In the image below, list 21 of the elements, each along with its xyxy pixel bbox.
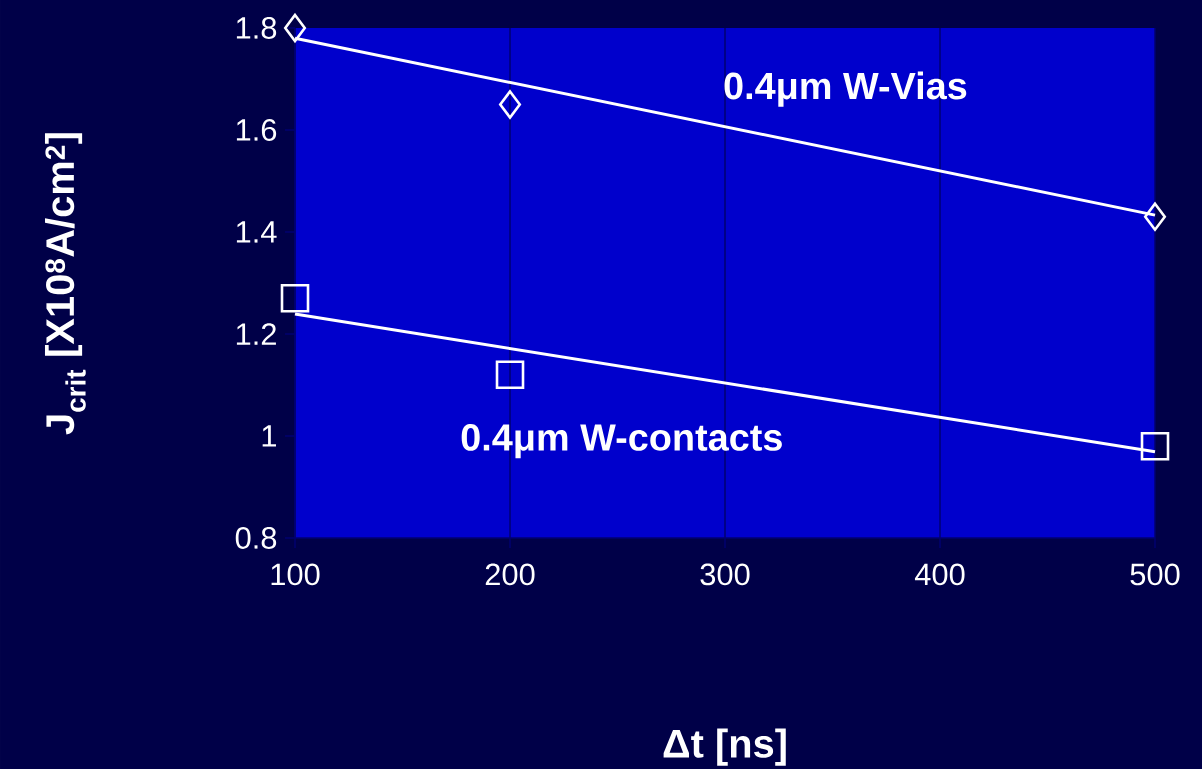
y-axis-title: J$_{crit}$ [X10$^{8}$A/cm$^{2}$] [44,133,86,435]
y-tick-label: 1.8 [236,17,277,39]
x-axis-title: Δt [ns] [663,728,786,766]
point [1140,431,1170,461]
x-tick-label: 400 [914,563,965,586]
y-tick-label: 1.2 [236,323,276,345]
y-tick-label: 1.6 [236,119,277,141]
y-tick-label: 1.4 [236,221,277,243]
x-tick-label: 200 [485,563,535,586]
y-tick-label: 1 [262,425,276,447]
annotation: 0.4μm W-Vias [724,71,967,107]
point [498,90,522,119]
point [280,283,310,313]
point [495,360,525,390]
annotation: 0.4μm W-contacts [461,424,782,459]
point [283,13,307,43]
x-tick-label: 500 [1130,563,1180,586]
y-tick-label: 0.8 [235,527,277,549]
point [1143,202,1167,231]
x-tick-label: 300 [700,563,750,586]
x-tick-label: 100 [271,563,320,586]
